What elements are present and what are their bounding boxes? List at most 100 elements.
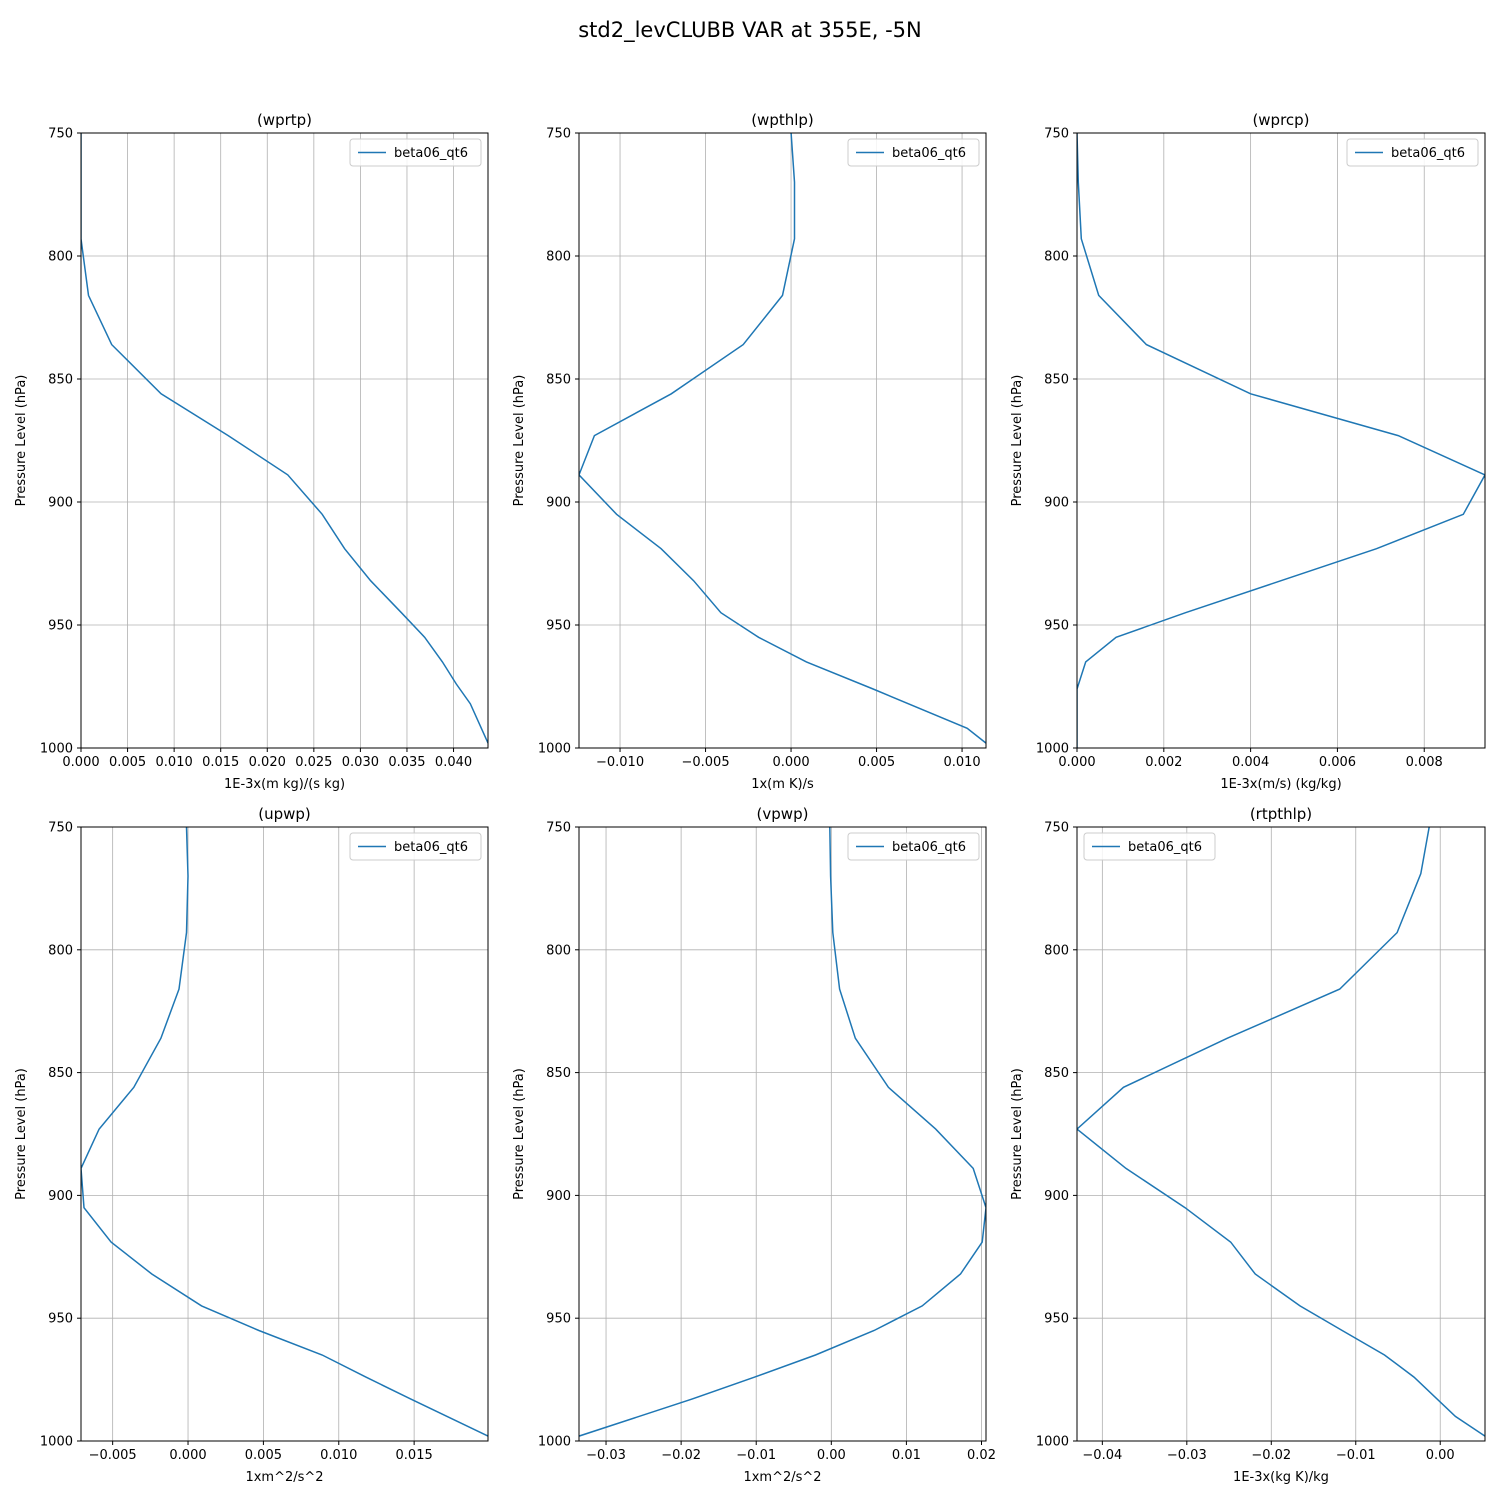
series-line-beta06_qt6 xyxy=(1077,133,1485,748)
legend-box xyxy=(847,138,980,167)
legend-label: beta06_qt6 xyxy=(892,840,966,855)
x-axis-label: 1E-3x(m kg)/(s kg) xyxy=(224,777,345,792)
subplot-upwp: −0.005 0.000 0.005 0.010 0.015 750 800 850 900 95… xyxy=(14,805,489,1485)
subplot-title: (vpwp) xyxy=(757,805,809,823)
legend: beta06_qt6 xyxy=(847,832,980,861)
axes-frame xyxy=(578,132,987,749)
y-tick-label: 750 xyxy=(48,821,73,836)
x-tick-label: 0.02 xyxy=(967,1448,996,1463)
y-tick-label: 950 xyxy=(48,619,73,634)
x-tick-label: 0.000 xyxy=(169,1448,206,1463)
y-axis-label: Pressure Level (hPa) xyxy=(14,1068,29,1200)
x-tick-label: 0.040 xyxy=(435,755,472,770)
x-tick-label: 0.015 xyxy=(202,755,239,770)
subplot-title: (wprtp) xyxy=(257,111,312,129)
x-tick-label: 0.000 xyxy=(772,755,809,770)
x-axis-label: 1x(m K)/s xyxy=(751,777,814,792)
x-tick-label: −0.005 xyxy=(681,755,729,770)
x-tick-label: 0.008 xyxy=(1406,755,1443,770)
y-tick-label: 800 xyxy=(48,250,73,265)
x-axis-label: 1xm^2/s^2 xyxy=(245,1470,323,1485)
series-line-beta06_qt6 xyxy=(579,133,986,744)
x-tick-label: 0.002 xyxy=(1145,755,1182,770)
x-tick-label: −0.005 xyxy=(89,1448,137,1463)
x-tick-label: 0.004 xyxy=(1232,755,1269,770)
x-tick-label: 0.005 xyxy=(245,1448,282,1463)
y-tick-label: 750 xyxy=(1044,821,1069,836)
x-tick-label: 0.020 xyxy=(249,755,286,770)
legend: beta06_qt6 xyxy=(1083,832,1216,861)
y-tick-label: 850 xyxy=(48,373,73,388)
subplot-wpthlp: −0.010 −0.005 0.000 0.005 0.010 750 800 850 900 9… xyxy=(512,111,987,792)
figure-title: std2_levCLUBB VAR at 355E, -5N xyxy=(578,18,922,43)
x-tick-label: −0.03 xyxy=(586,1448,626,1463)
subplot-vpwp: −0.03 −0.02 −0.01 0.00 0.01 0.02 750 800 850 900 9… xyxy=(512,805,996,1485)
y-tick-label: 800 xyxy=(546,943,571,958)
x-tick-label: 0.010 xyxy=(320,1448,357,1463)
x-axis-label: 1E-3x(m/s) (kg/kg) xyxy=(1220,777,1341,792)
y-axis-label: Pressure Level (hPa) xyxy=(1010,1068,1025,1200)
y-tick-label: 800 xyxy=(1044,943,1069,958)
x-tick-label: −0.01 xyxy=(1336,1448,1376,1463)
x-axis-label: 1xm^2/s^2 xyxy=(743,1470,821,1485)
x-tick-label: 0.01 xyxy=(892,1448,921,1463)
y-tick-label: 850 xyxy=(48,1066,73,1081)
y-tick-label: 900 xyxy=(546,1189,571,1204)
y-tick-label: 850 xyxy=(546,373,571,388)
x-tick-label: −0.01 xyxy=(736,1448,776,1463)
x-tick-label: 0.006 xyxy=(1319,755,1356,770)
legend-box xyxy=(1346,138,1479,167)
subplot-wprcp: 0.000 0.002 0.004 0.006 0.008 750 800 850 900 950… xyxy=(1010,111,1486,792)
y-tick-label: 950 xyxy=(48,1312,73,1327)
x-tick-label: −0.04 xyxy=(1082,1448,1122,1463)
series-line-beta06_qt6 xyxy=(1077,827,1485,1437)
axes-frame xyxy=(578,826,987,1442)
x-tick-label: −0.010 xyxy=(596,755,644,770)
legend: beta06_qt6 xyxy=(349,832,482,861)
x-tick-label: 0.030 xyxy=(342,755,379,770)
y-tick-label: 750 xyxy=(546,127,571,142)
legend-box xyxy=(1083,832,1216,861)
y-tick-label: 850 xyxy=(1044,373,1069,388)
y-tick-label: 750 xyxy=(48,127,73,142)
y-tick-label: 800 xyxy=(546,250,571,265)
x-axis-label: 1E-3x(kg K)/kg xyxy=(1233,1470,1329,1485)
axes-frame xyxy=(80,132,489,749)
x-tick-label: 0.00 xyxy=(1426,1448,1455,1463)
x-tick-label: −0.03 xyxy=(1167,1448,1207,1463)
y-tick-label: 900 xyxy=(546,496,571,511)
x-tick-label: 0.025 xyxy=(295,755,332,770)
y-tick-label: 800 xyxy=(1044,250,1069,265)
y-tick-label: 900 xyxy=(48,496,73,511)
x-tick-label: −0.02 xyxy=(661,1448,701,1463)
y-tick-label: 850 xyxy=(546,1066,571,1081)
y-tick-label: 800 xyxy=(48,943,73,958)
x-tick-label: 0.00 xyxy=(817,1448,846,1463)
y-tick-label: 950 xyxy=(1044,619,1069,634)
x-tick-label: 0.010 xyxy=(156,755,193,770)
legend: beta06_qt6 xyxy=(1346,138,1479,167)
legend-label: beta06_qt6 xyxy=(1391,146,1465,161)
x-tick-label: 0.035 xyxy=(388,755,425,770)
y-tick-label: 900 xyxy=(48,1189,73,1204)
x-tick-label: 0.000 xyxy=(1058,755,1095,770)
x-tick-label: 0.005 xyxy=(109,755,146,770)
y-tick-label: 1000 xyxy=(1036,1435,1069,1450)
y-tick-label: 850 xyxy=(1044,1066,1069,1081)
y-axis-label: Pressure Level (hPa) xyxy=(14,375,29,507)
y-tick-label: 1000 xyxy=(538,742,571,757)
axes-frame xyxy=(80,826,489,1442)
x-tick-label: 0.015 xyxy=(396,1448,433,1463)
y-tick-label: 1000 xyxy=(1036,742,1069,757)
legend-box xyxy=(349,832,482,861)
subplot-rtpthlp: −0.04 −0.03 −0.02 −0.01 0.00 750 800 850 900 950 1… xyxy=(1010,805,1486,1485)
subplot-title: (rtpthlp) xyxy=(1250,805,1312,823)
subplot-title: (wprcp) xyxy=(1252,111,1309,129)
legend-label: beta06_qt6 xyxy=(394,146,468,161)
x-tick-label: −0.02 xyxy=(1251,1448,1291,1463)
y-tick-label: 750 xyxy=(546,821,571,836)
x-tick-label: 0.010 xyxy=(943,755,980,770)
y-tick-label: 900 xyxy=(1044,1189,1069,1204)
